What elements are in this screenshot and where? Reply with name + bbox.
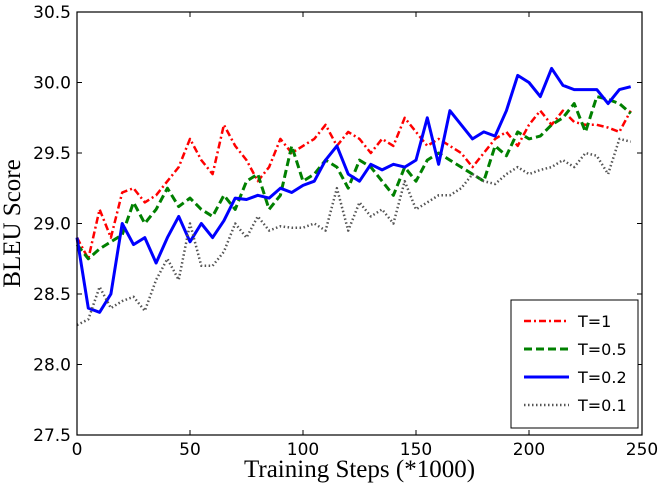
x-tick-label: 150 [400,440,432,460]
legend-label: T=1 [577,312,611,331]
legend-label: T=0.1 [577,396,627,415]
plot-frame [76,11,643,436]
series-line-t-0-2 [75,66,632,314]
y-tick-label: 30.0 [33,74,71,94]
tick-layer: 0 50 100 150 200 250 27.5 28.0 28.5 29.0 29.5 30.0 3… [33,3,658,460]
series-layer [75,66,632,327]
x-tick-label: 0 [72,440,83,460]
series-line-t-0-5 [75,95,632,261]
series-line-t-0-1 [76,137,632,327]
y-tick-label: 28.5 [33,285,71,305]
legend-label: T=0.5 [577,340,627,359]
legend-label: T=0.2 [577,368,627,387]
y-tick-label: 29.0 [33,215,71,235]
legend: T=1 T=0.5 T=0.2 T=0.1 [510,299,639,429]
y-tick-label: 30.5 [33,3,71,23]
y-tick-label: 27.5 [33,426,71,446]
series-line-t-1 [75,109,632,261]
x-tick-label: 200 [513,440,545,460]
x-tick-label: 100 [287,440,319,460]
y-tick-label: 28.0 [33,356,71,376]
x-tick-label: 50 [179,440,201,460]
y-tick-label: 29.5 [33,144,71,164]
x-axis-title: Training Steps (*1000) [244,456,475,483]
legend-box [510,299,639,429]
y-axis-title: BLEU Score [0,159,26,287]
x-tick-label: 250 [626,440,658,460]
